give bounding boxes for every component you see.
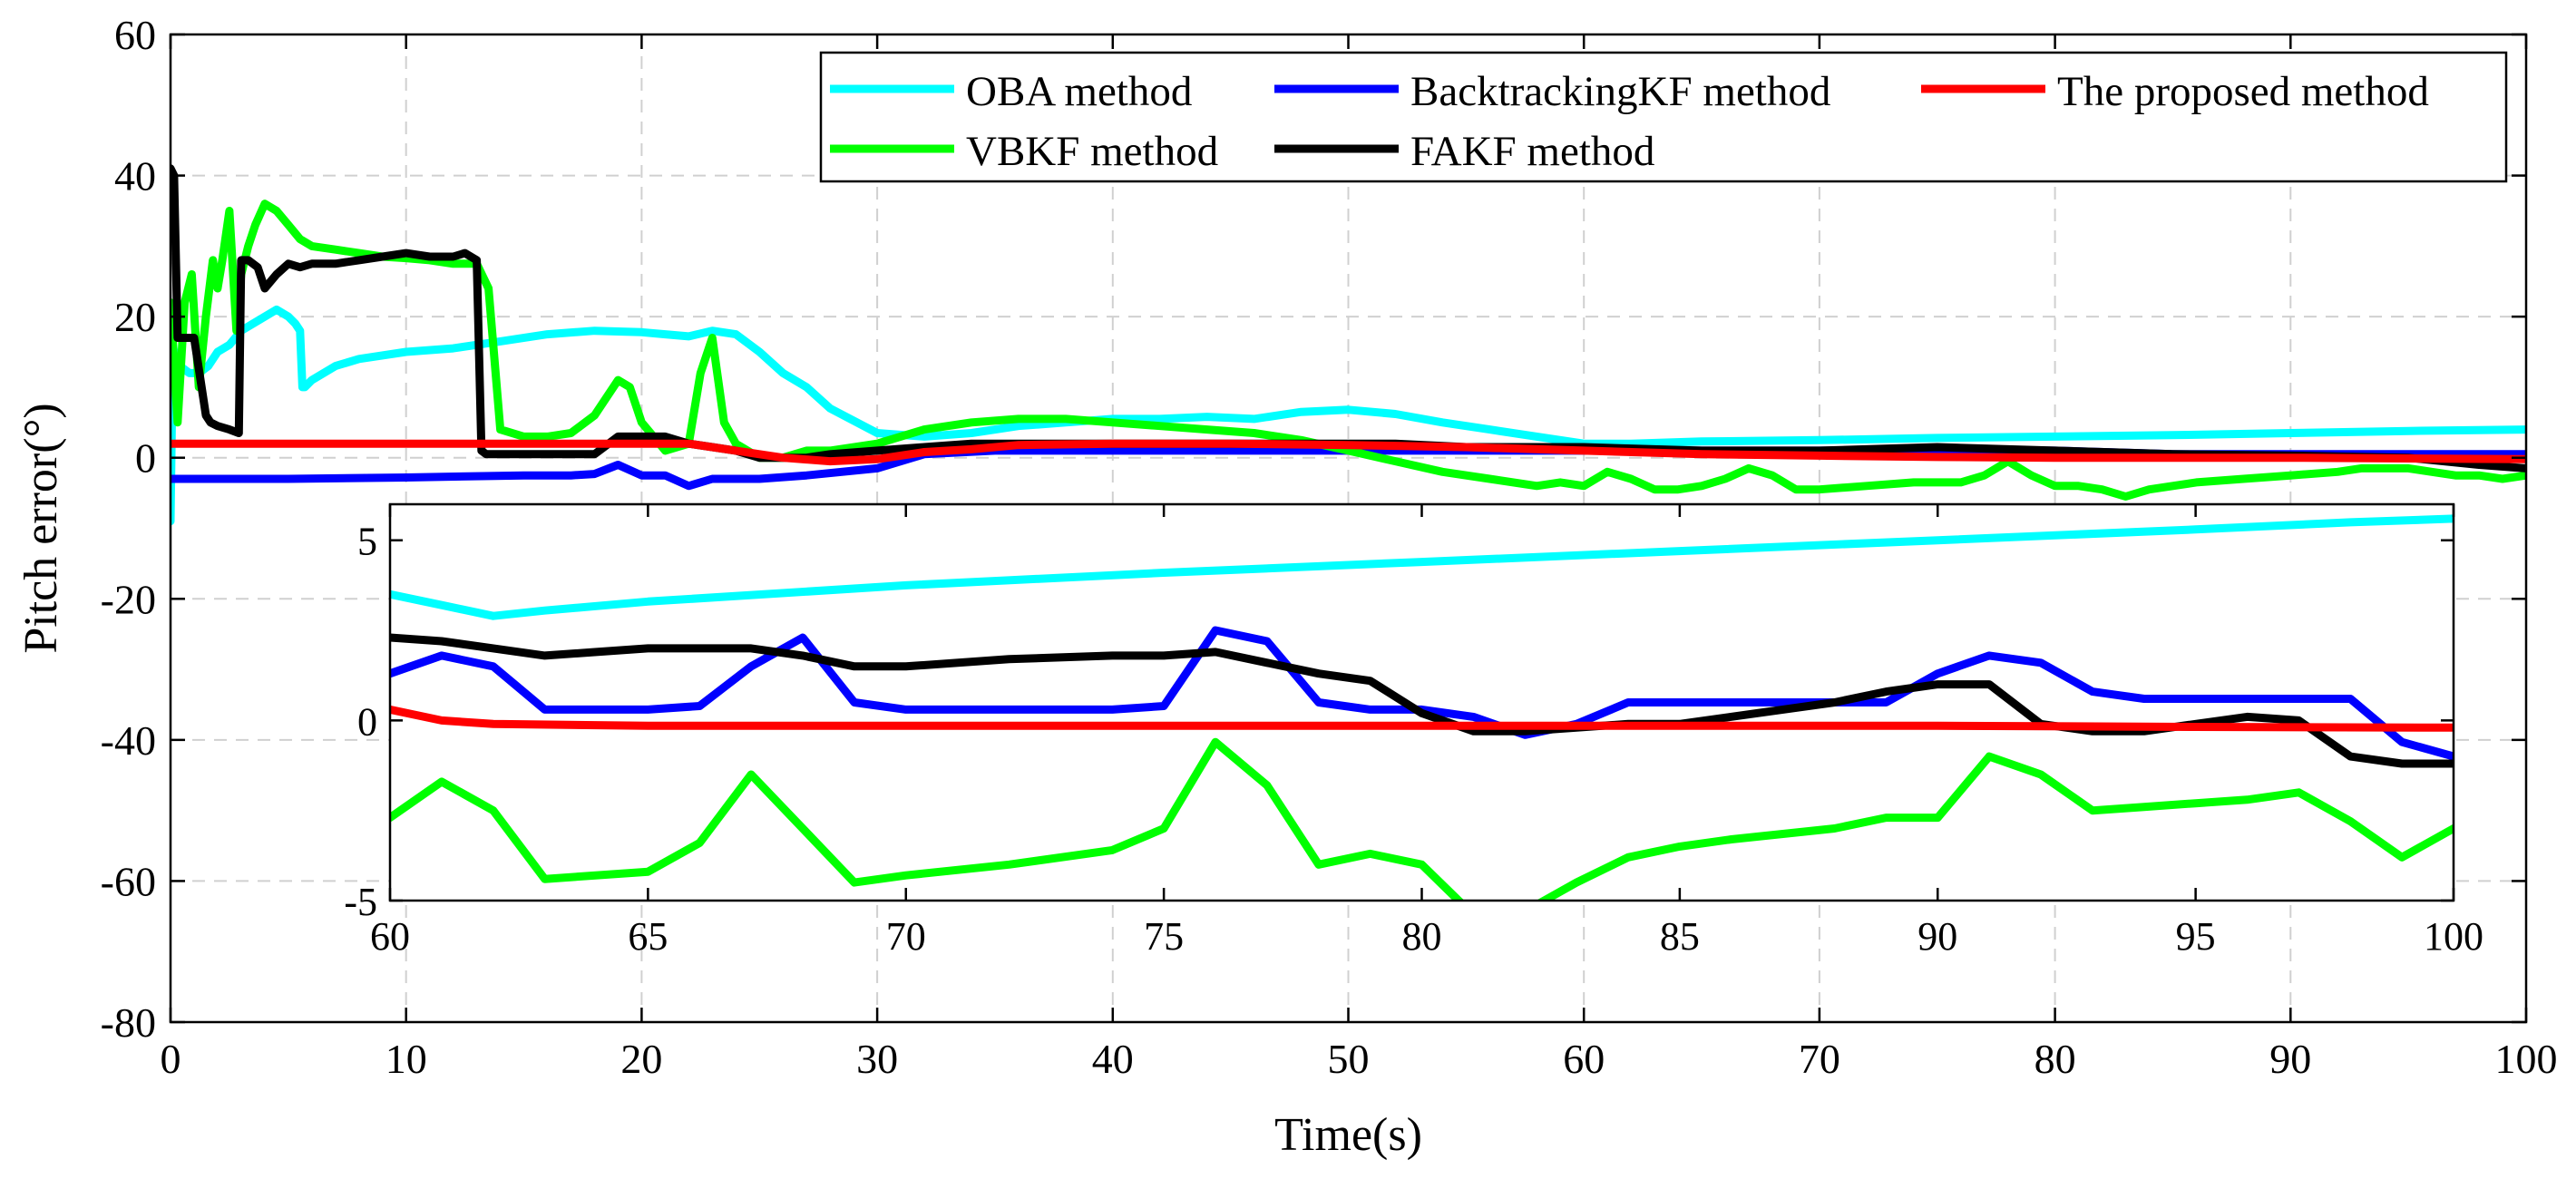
x-tick-label: 0: [161, 1036, 181, 1082]
x-tick-label: 20: [620, 1036, 662, 1082]
y-tick-label: -80: [101, 999, 156, 1046]
legend-label-backtrackingkf-method: BacktrackingKF method: [1410, 68, 1830, 115]
legend-label-oba-method: OBA method: [966, 68, 1192, 115]
y-tick-label: 20: [114, 294, 156, 340]
inset-x-tick-label: 70: [886, 914, 926, 959]
y-tick-label: -20: [101, 576, 156, 622]
inset-x-tick-label: 100: [2424, 914, 2483, 959]
legend-label-the-proposed-method: The proposed method: [2057, 68, 2429, 115]
inset-y-tick-label: 5: [357, 520, 377, 564]
x-tick-label: 60: [1563, 1036, 1605, 1082]
inset-series-line-the-proposed-method: [390, 705, 2454, 732]
x-tick-label: 10: [385, 1036, 427, 1082]
x-tick-label: 80: [2034, 1036, 2076, 1082]
inset-x-tick-label: 95: [2176, 914, 2216, 959]
inset-x-tick-label: 80: [1402, 914, 1442, 959]
legend-label-vbkf-method: VBKF method: [966, 128, 1218, 175]
inset-x-tick-label: 75: [1144, 914, 1184, 959]
legend-label-fakf-method: FAKF method: [1410, 128, 1654, 175]
y-tick-label: 0: [135, 435, 156, 482]
inset-series-line-vbkf-method: [390, 737, 2454, 901]
inset-x-tick-label: 65: [628, 914, 668, 959]
inset-series-line-oba-method: [390, 514, 2454, 620]
x-tick-label: 30: [856, 1036, 898, 1082]
inset-series-line-fakf-method: [390, 633, 2454, 768]
series-line-oba-method: [171, 305, 2526, 526]
y-tick-label: -40: [101, 717, 156, 764]
x-tick-label: 40: [1092, 1036, 1134, 1082]
x-axis-label: Time(s): [1274, 1109, 1422, 1161]
y-tick-label: 60: [114, 12, 156, 58]
y-tick-label: -60: [101, 858, 156, 904]
series-line-the-proposed-method: [171, 439, 2526, 466]
series-line-vbkf-method: [171, 200, 2526, 501]
x-tick-label: 100: [2495, 1036, 2558, 1082]
inset-x-tick-label: 85: [1660, 914, 1700, 959]
x-tick-label: 70: [1799, 1036, 1840, 1082]
x-tick-label: 90: [2269, 1036, 2311, 1082]
inset-y-tick-label: 0: [357, 699, 377, 744]
inset-x-tick-label: 90: [1917, 914, 1957, 959]
x-tick-label: 50: [1328, 1036, 1370, 1082]
inset-plot-area: [390, 504, 2454, 901]
y-axis-label: Pitch error(°): [15, 403, 67, 653]
inset-x-tick-label: 60: [370, 914, 410, 959]
y-tick-label: 40: [114, 153, 156, 200]
legend-box: [819, 51, 2508, 183]
inset-y-tick-label: -5: [344, 880, 377, 924]
